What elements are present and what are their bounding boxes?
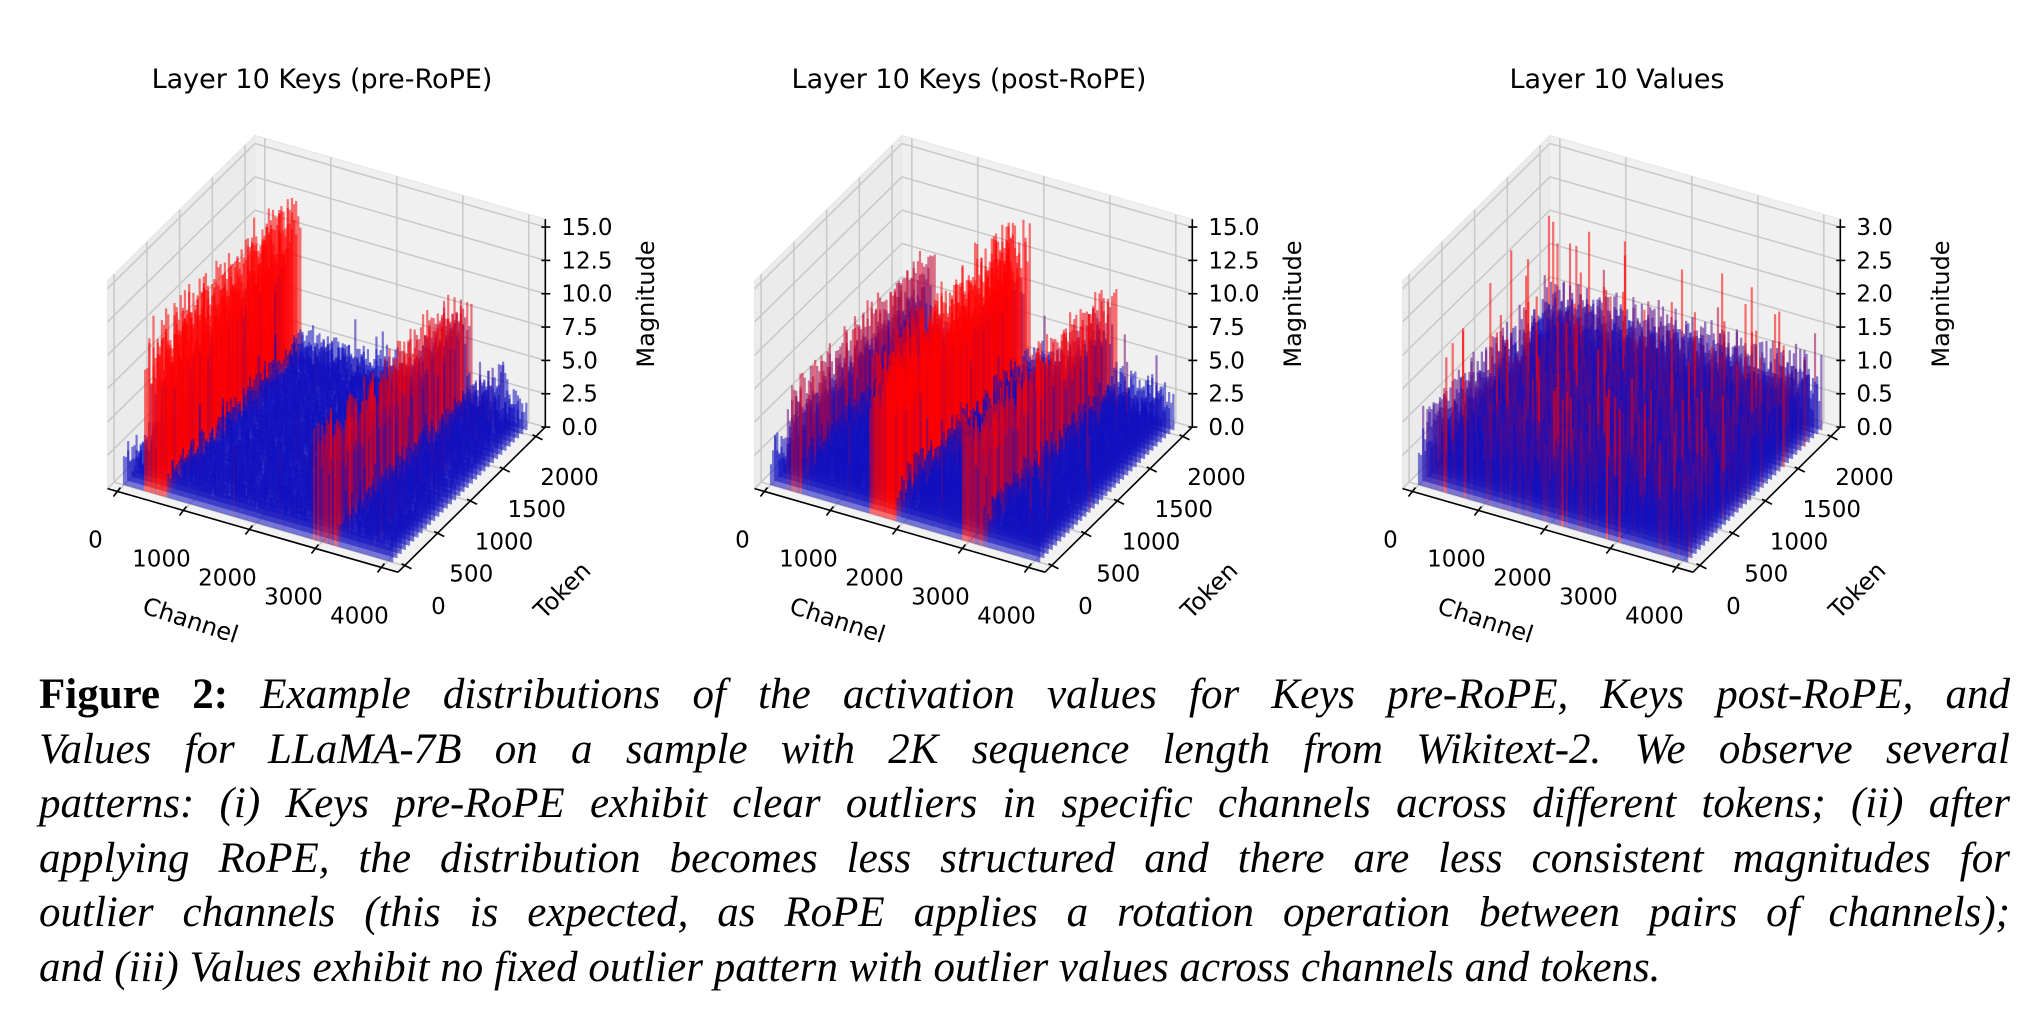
token-tick [401, 563, 412, 570]
magnitude-tick-label: 2.5 [561, 382, 598, 408]
grid-line [107, 176, 256, 323]
grid-line [254, 276, 546, 362]
chart-1: Layer 10 Keys (pre-RoPE) 0 1000 2000 3000 400… [88, 64, 660, 649]
channel-tick [376, 562, 386, 573]
grid-line [754, 209, 903, 356]
magnitude-tick-label: 5.0 [561, 348, 598, 374]
magnitude-tick-label: 10.0 [561, 282, 612, 308]
token-tick-label: 0 [431, 594, 446, 620]
channel-tick [178, 505, 188, 516]
grid-line [107, 142, 256, 290]
grid-line [901, 209, 1193, 295]
bars [122, 197, 528, 563]
channel-axis [107, 487, 399, 573]
grid-line [901, 276, 1193, 362]
chart-title: Layer 10 Keys (pre-RoPE) [152, 64, 493, 95]
grid-line [754, 142, 903, 290]
token-tick [433, 530, 445, 538]
grid-line [754, 176, 903, 323]
channel-tick-label: 0 [88, 527, 103, 553]
token-tick-label: 500 [449, 562, 493, 588]
magnitude-tick-label: 15.0 [561, 215, 612, 241]
magnitude-tick-label: 7.5 [561, 315, 598, 341]
magnitude-axis-label: Magnitude [632, 240, 660, 367]
channel-tick-label: 4000 [330, 603, 389, 629]
grid-line [254, 142, 546, 228]
token-axis-label: Token [528, 556, 597, 625]
grid-line [901, 242, 1193, 328]
token-tick [532, 434, 543, 441]
chart-title: Layer 10 Keys (post-RoPE) [792, 64, 1147, 95]
channel-tick [310, 543, 320, 554]
channel-tick-label: 2000 [198, 565, 257, 591]
grid-line [901, 142, 1193, 228]
figure-plots: Layer 10 Keys (pre-RoPE) 0 1000 2000 3000 400… [88, 64, 1955, 649]
channel-tick [112, 486, 122, 497]
channel-tick-label: 1000 [132, 546, 191, 572]
grid-line [754, 242, 903, 390]
grid-line [254, 176, 546, 262]
token-axis [397, 426, 546, 573]
channel-tick-label: 3000 [264, 584, 323, 610]
token-tick [466, 498, 478, 505]
grid-line [254, 209, 546, 295]
grid-line [901, 176, 1193, 262]
token-tick-label: 2000 [540, 465, 599, 491]
token-tick-label: 1000 [475, 529, 534, 555]
magnitude-tick-label: 12.5 [561, 248, 612, 274]
token-tick [499, 466, 511, 473]
token-tick-label: 1500 [507, 497, 566, 523]
channel-tick [244, 524, 254, 535]
chart-2: Layer 10 Keys (post-RoPE)010002000300040… [735, 64, 1307, 649]
channel-axis-label: Channel [139, 592, 241, 649]
grid-line [254, 242, 546, 328]
bars [769, 219, 1175, 563]
magnitude-tick-label: 0.0 [561, 415, 598, 441]
grid-line [107, 209, 256, 356]
